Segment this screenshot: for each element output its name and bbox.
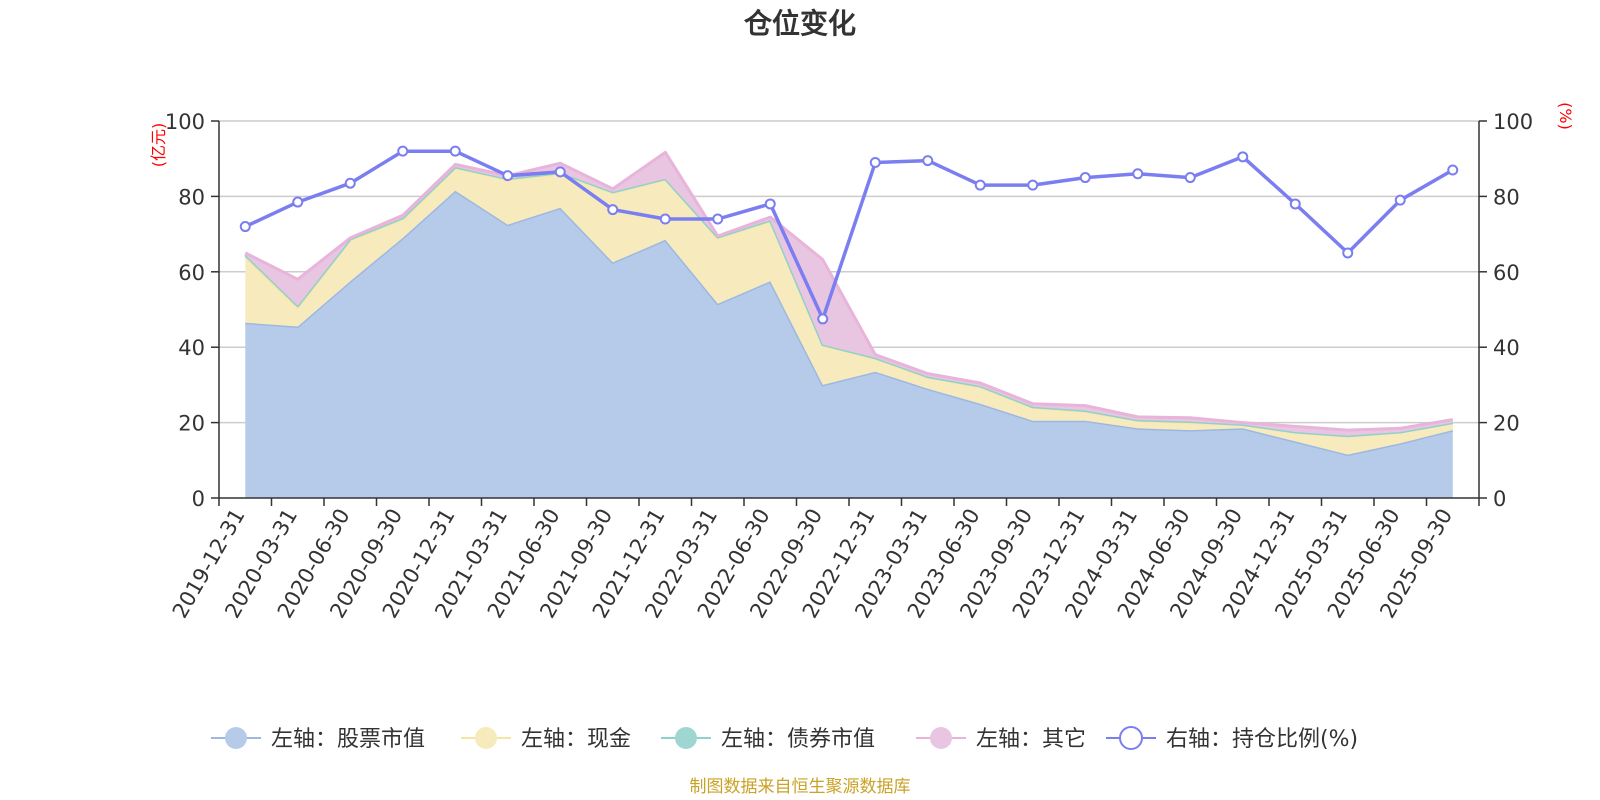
ratio-point (397, 145, 409, 157)
left-tick-label: 80 (178, 185, 205, 209)
legend-marker (1119, 726, 1143, 750)
right-axis-unit: (%) (1556, 102, 1575, 130)
left-axis-unit: (亿元) (149, 123, 168, 168)
line-series (239, 145, 1459, 325)
left-tick-label: 20 (178, 412, 205, 436)
legend-label: 左轴：股票市值 (271, 727, 425, 752)
area-edge-3 (244, 150, 1454, 432)
legend-label: 右轴：持仓比例(%) (1166, 727, 1358, 752)
legend: 左轴：股票市值 左轴：现金 左轴：债券市值 左轴：其它 右轴：持仓比例(%) (211, 726, 1358, 752)
area-series (244, 150, 1454, 498)
legend-label: 左轴：债券市值 (721, 727, 875, 752)
ratio-point (449, 145, 461, 157)
ratio-point (607, 204, 619, 216)
source-note: 制图数据来自恒生聚源数据库 (690, 777, 911, 797)
ratio-point (817, 313, 829, 325)
legend-marker (225, 727, 247, 749)
ratio-point (764, 198, 776, 210)
ratio-point (502, 170, 514, 182)
ratio-point (1027, 179, 1039, 191)
ratio-point (1132, 168, 1144, 180)
legend-marker (930, 727, 952, 749)
legend-label: 左轴：其它 (976, 727, 1086, 752)
ratio-point (1394, 194, 1406, 206)
ratio-point (922, 155, 934, 167)
legend-marker (475, 727, 497, 749)
ratio-point (869, 156, 881, 168)
ratio-point (554, 166, 566, 178)
ratio-point (239, 221, 251, 233)
ratio-point (712, 213, 724, 225)
ratio-line (244, 149, 1454, 321)
ratio-point (1447, 164, 1459, 176)
ratio-point (1237, 151, 1249, 163)
ratio-point (1342, 247, 1354, 259)
right-tick-label: 40 (1493, 336, 1520, 360)
left-tick-label: 0 (192, 487, 205, 511)
ratio-point (1079, 172, 1091, 184)
legend-marker (675, 727, 697, 749)
legend-label: 左轴：现金 (521, 727, 631, 752)
right-tick-label: 20 (1493, 412, 1520, 436)
left-tick-label: 100 (165, 110, 205, 134)
right-tick-label: 60 (1493, 261, 1520, 285)
ratio-point (659, 213, 671, 225)
ratio-point (292, 196, 304, 208)
right-tick-label: 100 (1493, 110, 1533, 134)
ratio-point (1289, 198, 1301, 210)
chart-title: 仓位变化 (744, 7, 856, 40)
ratio-point (344, 177, 356, 189)
area-fill-0 (245, 190, 1453, 498)
left-tick-label: 60 (178, 261, 205, 285)
left-tick-label: 40 (178, 336, 205, 360)
ratio-point (1184, 172, 1196, 184)
right-tick-label: 0 (1493, 487, 1506, 511)
right-tick-label: 80 (1493, 185, 1520, 209)
ratio-point (974, 179, 986, 191)
